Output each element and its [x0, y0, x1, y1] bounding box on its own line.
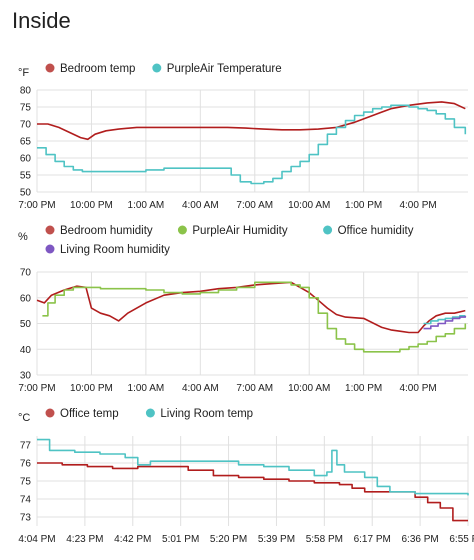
legend-dot [145, 408, 155, 418]
card-title: Inside [12, 8, 71, 33]
legend-dot [177, 225, 187, 235]
legend-item-purpleair-temperature[interactable]: PurpleAir Temperature [152, 63, 282, 75]
x-tick-label: 6:17 PM [354, 534, 391, 545]
x-tick-label: 7:00 AM [236, 200, 273, 211]
x-tick-label: 1:00 AM [128, 383, 165, 394]
x-tick-label: 4:42 PM [114, 534, 151, 545]
y-tick-label: 40 [20, 345, 32, 356]
x-tick-label: 4:04 PM [18, 534, 55, 545]
x-tick-label: 10:00 AM [288, 383, 330, 394]
y-unit-label: % [18, 231, 28, 243]
x-tick-label: 4:00 PM [399, 200, 436, 211]
series-line-living-room-humidity[interactable] [423, 315, 467, 330]
legend-item-office-temp[interactable]: Office temp [45, 408, 119, 420]
x-tick-label: 7:00 PM [18, 383, 55, 394]
x-tick-label: 10:00 AM [288, 200, 330, 211]
legend-dot [45, 244, 55, 254]
legend-item-purpleair-humidity[interactable]: PurpleAir Humidity [177, 225, 288, 237]
y-tick-label: 77 [20, 441, 32, 452]
legend-item-bedroom-humidity[interactable]: Bedroom humidity [45, 225, 153, 237]
y-tick-label: 76 [20, 459, 32, 470]
legend-label: Office temp [60, 408, 119, 420]
y-tick-label: 50 [20, 319, 32, 330]
y-tick-label: 70 [20, 120, 32, 131]
y-tick-label: 75 [20, 477, 32, 488]
y-unit-label: °F [18, 67, 29, 79]
legend-dot [45, 225, 55, 235]
series-line-office-temp[interactable] [37, 462, 468, 522]
y-tick-label: 60 [20, 154, 32, 165]
x-tick-label: 6:55 PM [449, 534, 474, 545]
x-tick-label: 7:00 AM [236, 383, 273, 394]
humidity-chart: % Bedroom humidity PurpleAir Humidity Offic… [18, 225, 468, 394]
x-tick-label: 4:00 AM [182, 200, 219, 211]
y-tick-label: 30 [20, 371, 32, 382]
legend-label: PurpleAir Temperature [167, 63, 282, 75]
legend-label: PurpleAir Humidity [192, 225, 287, 237]
x-tick-label: 1:00 AM [128, 200, 165, 211]
x-tick-label: 4:00 AM [182, 383, 219, 394]
x-tick-label: 1:00 PM [345, 383, 382, 394]
legend-label: Bedroom temp [60, 63, 135, 75]
legend-label: Living Room humidity [60, 244, 170, 256]
legend-dot [323, 225, 333, 235]
x-tick-label: 7:00 PM [18, 200, 55, 211]
series-line-bedroom-temp[interactable] [37, 101, 466, 141]
x-tick-label: 4:00 PM [399, 383, 436, 394]
y-tick-label: 50 [20, 188, 32, 199]
temperature-chart: °F Bedroom temp PurpleAir Temperature 80 75 7… [18, 63, 468, 211]
y-tick-label: 73 [20, 513, 32, 524]
series-line-purpleair-humidity[interactable] [42, 281, 467, 353]
legend-label: Living Room temp [160, 408, 253, 420]
y-tick-label: 75 [20, 103, 32, 114]
legend-item-living-room-humidity[interactable]: Living Room humidity [45, 244, 171, 256]
y-unit-label: °C [18, 412, 30, 424]
legend-item-office-humidity[interactable]: Office humidity [323, 225, 414, 237]
y-tick-label: 60 [20, 293, 32, 304]
y-tick-label: 74 [20, 495, 32, 506]
legend-item-living-room-temp[interactable]: Living Room temp [145, 408, 253, 420]
x-tick-label: 5:01 PM [162, 534, 199, 545]
x-tick-label: 10:00 PM [70, 383, 113, 394]
series-line-living-room-temp[interactable] [37, 438, 469, 496]
x-tick-label: 6:36 PM [401, 534, 438, 545]
x-tick-label: 10:00 PM [70, 200, 113, 211]
legend-label: Office humidity [338, 225, 414, 237]
legend-dot [45, 63, 55, 73]
y-tick-label: 70 [20, 268, 32, 279]
y-tick-label: 65 [20, 137, 32, 148]
x-tick-label: 5:58 PM [306, 534, 343, 545]
y-tick-label: 80 [20, 86, 32, 97]
legend-item-bedroom-temp[interactable]: Bedroom temp [45, 63, 136, 75]
legend-dot [152, 63, 162, 73]
series-line-purpleair-temperature[interactable] [37, 104, 467, 185]
legend-label: Bedroom humidity [60, 225, 153, 237]
x-tick-label: 1:00 PM [345, 200, 382, 211]
x-tick-label: 5:39 PM [258, 534, 295, 545]
legend-dot [45, 408, 55, 418]
x-tick-label: 5:20 PM [210, 534, 247, 545]
y-tick-label: 55 [20, 171, 32, 182]
x-tick-label: 4:23 PM [66, 534, 103, 545]
